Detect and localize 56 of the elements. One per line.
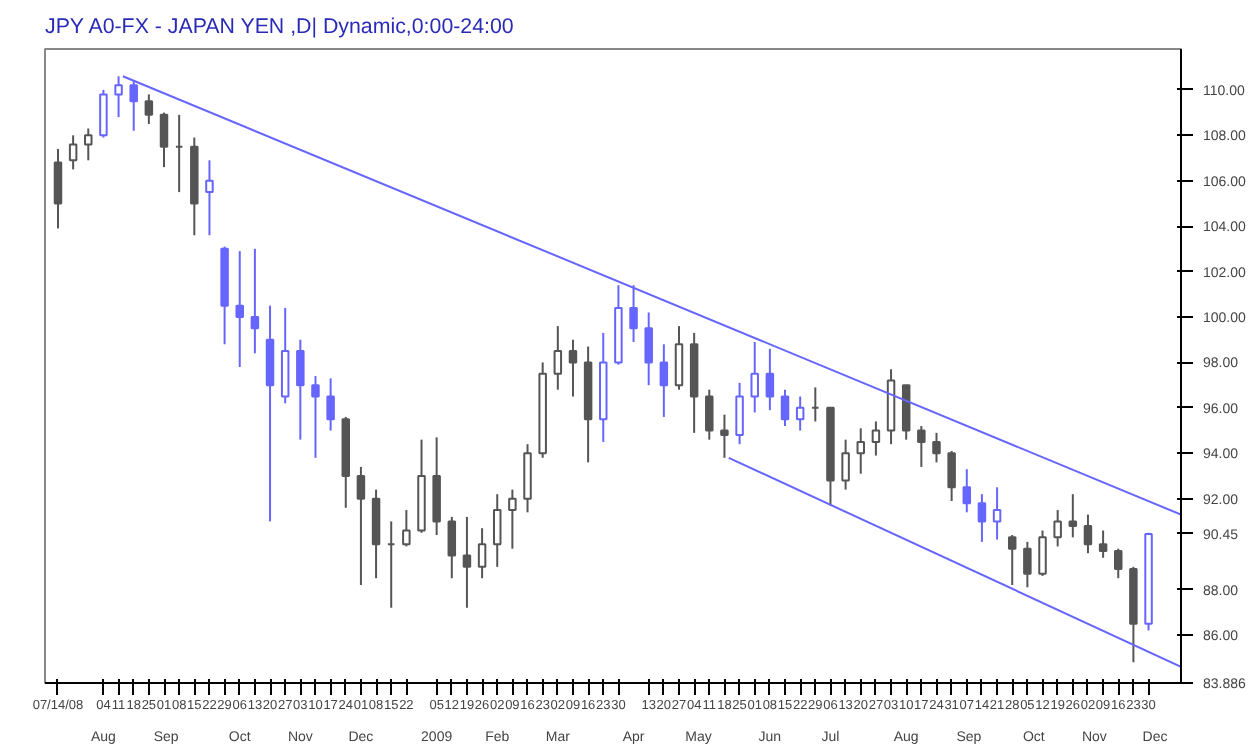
candlestick <box>720 413 729 459</box>
candlestick <box>311 375 320 459</box>
candlestick <box>977 493 987 543</box>
candlestick <box>856 427 865 475</box>
candlestick <box>917 425 926 468</box>
candlestick <box>296 338 305 441</box>
candlestick <box>871 420 881 457</box>
candlestick <box>356 465 366 587</box>
candlestick <box>462 515 472 609</box>
candlestick <box>144 93 154 125</box>
candlestick <box>99 88 108 139</box>
candlestick <box>53 147 63 230</box>
candlestick <box>508 488 517 550</box>
candlestick <box>265 304 275 523</box>
candlestick <box>735 381 744 446</box>
candlestick <box>674 325 684 391</box>
candlestick <box>477 527 487 580</box>
candlestick <box>659 343 669 418</box>
candlestick <box>68 134 78 171</box>
candlestick <box>901 384 911 441</box>
candlestick <box>795 395 805 432</box>
candlestick <box>1038 529 1047 577</box>
candlestick <box>84 127 93 162</box>
candlestick <box>992 486 1002 541</box>
candlestick <box>1098 529 1108 559</box>
candlestick <box>705 388 714 441</box>
candlestick <box>326 377 335 432</box>
candlestick <box>492 493 502 568</box>
candlestick <box>1083 513 1093 555</box>
candlestick <box>780 388 790 428</box>
candlestick <box>235 250 244 368</box>
chart-title: JPY A0-FX - JAPAN YEN ,D| Dynamic,0:00-24:00 <box>45 15 514 39</box>
candlestick <box>765 347 775 412</box>
candlestick <box>568 338 578 398</box>
candlestick <box>932 431 941 464</box>
candlestick <box>962 468 972 514</box>
candlestick <box>523 443 532 514</box>
candlestick <box>250 247 260 355</box>
candlestick <box>1114 547 1123 580</box>
candlestick <box>841 438 850 491</box>
candlestick <box>371 488 381 580</box>
candlestick <box>432 436 441 537</box>
candlestick <box>629 284 638 343</box>
candlestick <box>947 450 956 502</box>
candlestick <box>750 340 759 414</box>
candlestick <box>1053 509 1062 548</box>
candlestick <box>159 111 169 169</box>
candlestick <box>447 515 457 580</box>
candlestick <box>553 325 563 391</box>
candlestick <box>1023 540 1032 589</box>
candlestick <box>280 306 290 405</box>
candlestick <box>644 311 653 387</box>
candlestick <box>1068 493 1078 539</box>
candlestick <box>1007 534 1017 587</box>
candlestick <box>402 509 411 548</box>
candlestick <box>205 159 214 237</box>
